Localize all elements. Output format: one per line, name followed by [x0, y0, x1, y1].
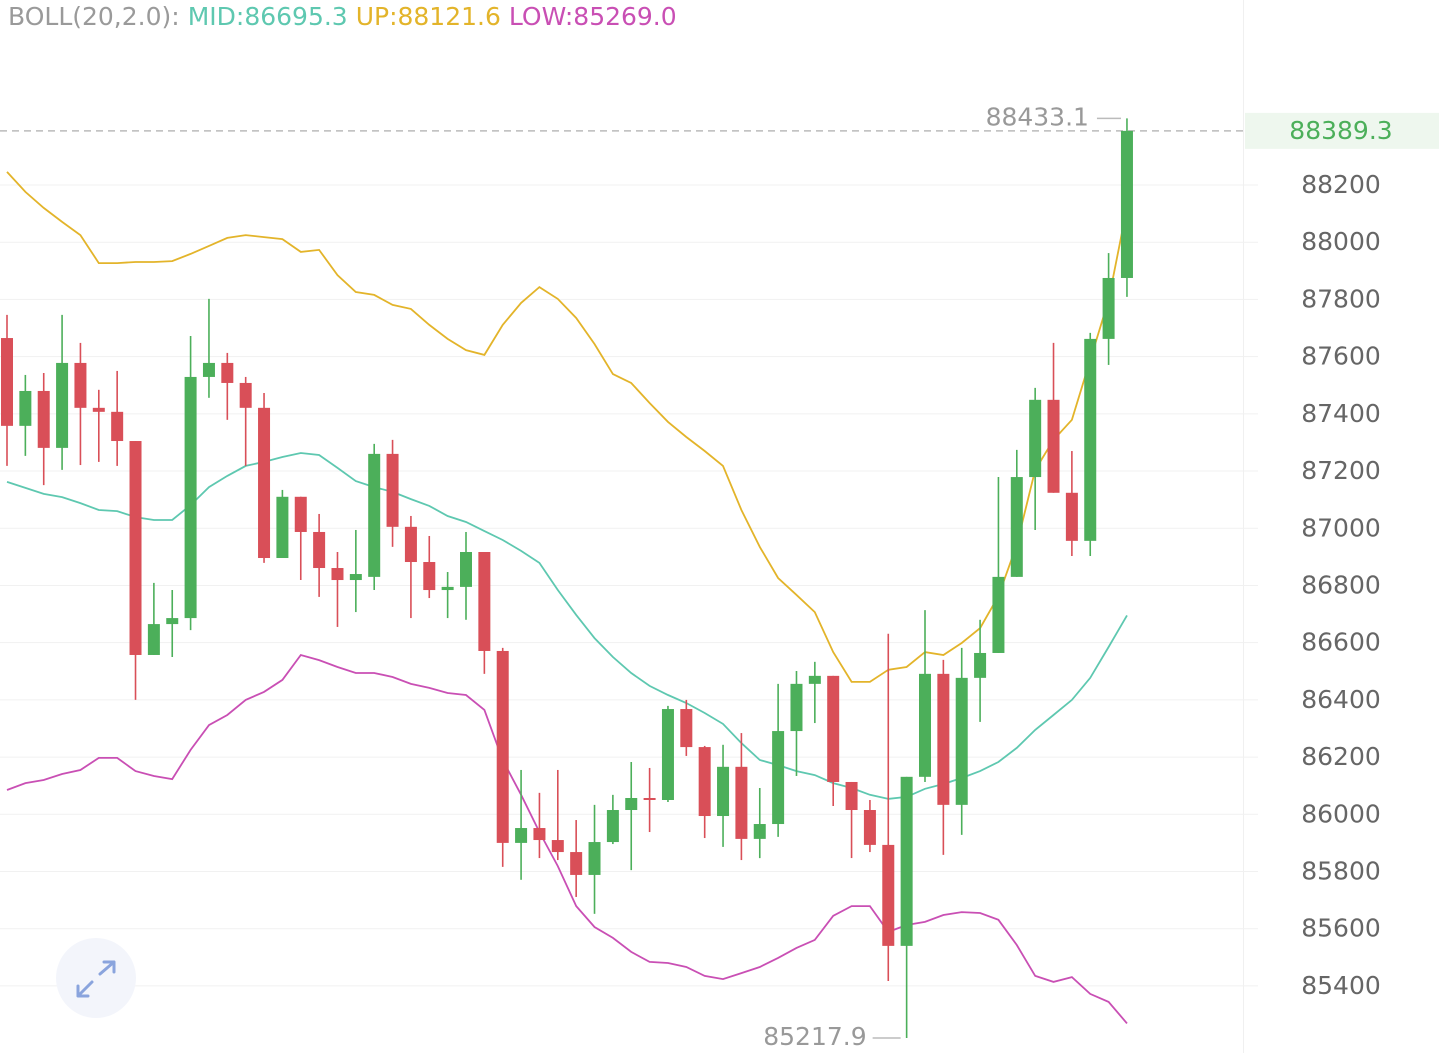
candle-body	[496, 650, 509, 843]
expand-button[interactable]	[56, 938, 136, 1018]
candle-body	[221, 362, 234, 383]
candle-body	[386, 453, 399, 527]
candle-body	[239, 382, 252, 408]
candle-body	[460, 552, 472, 587]
y-tick-label: 87400	[1301, 399, 1381, 428]
candle-body	[643, 797, 656, 800]
candle-body	[294, 496, 307, 532]
candle-body	[551, 840, 564, 853]
candle-body	[588, 842, 601, 875]
y-tick-label: 86800	[1301, 570, 1381, 599]
candle-body	[441, 586, 454, 591]
last-price-label: 88389.3	[1289, 116, 1392, 145]
y-tick-label: 85800	[1301, 857, 1381, 886]
candle-body	[570, 852, 583, 875]
legend-text: MID:86695.3	[188, 2, 348, 31]
candle-body	[772, 731, 785, 825]
candle-body	[974, 652, 987, 678]
candle-body	[92, 407, 105, 412]
candle-body	[882, 844, 895, 946]
candle-body	[478, 552, 491, 651]
candle-body	[56, 362, 69, 448]
expand-icon[interactable]	[76, 960, 116, 998]
y-tick-label: 87600	[1301, 342, 1381, 371]
high-marker-label: 88433.1	[986, 102, 1089, 131]
candle-body	[1029, 399, 1042, 478]
candle-body	[166, 618, 179, 625]
candle-body	[404, 526, 417, 563]
y-tick-label: 85400	[1301, 971, 1381, 1000]
candle-body	[258, 407, 271, 559]
candle-body	[698, 747, 711, 817]
candle-body	[1120, 130, 1133, 278]
y-tick-label: 85600	[1301, 914, 1381, 943]
candle-body	[1047, 399, 1060, 493]
candle-body	[331, 568, 344, 581]
legend-text: UP:88121.6	[356, 2, 501, 31]
candle-body	[790, 683, 803, 732]
candle-body	[19, 390, 32, 426]
candle-body	[625, 797, 638, 811]
y-tick-label: 86600	[1301, 628, 1381, 657]
candle-body	[845, 781, 858, 811]
candle-body	[717, 766, 730, 817]
candle-body	[184, 376, 197, 619]
candle-body	[955, 677, 968, 805]
candle-body	[1, 338, 13, 426]
candle-body	[937, 673, 950, 805]
candle-body	[919, 673, 931, 777]
boll-line	[6, 171, 1128, 683]
candle-body	[276, 496, 289, 559]
candle-body	[74, 362, 87, 408]
y-tick-label: 87200	[1301, 456, 1381, 485]
y-tick-label: 86000	[1301, 799, 1381, 828]
candle-body	[900, 776, 913, 946]
y-tick-label: 88200	[1301, 170, 1381, 199]
candle-body	[1065, 492, 1078, 541]
boll-line	[6, 653, 1128, 1024]
candle-body	[1084, 338, 1097, 541]
y-tick-label: 88000	[1301, 227, 1381, 256]
candle-body	[1102, 277, 1115, 339]
candle-body	[37, 390, 50, 448]
y-tick-label: 87800	[1301, 284, 1381, 313]
candle-body	[661, 709, 674, 800]
candle-body	[992, 576, 1005, 653]
candle-body	[680, 709, 693, 748]
candle-body	[111, 411, 124, 442]
candle-body	[147, 624, 160, 655]
candle-body	[827, 675, 840, 782]
y-tick-label: 87000	[1301, 513, 1381, 542]
candle-body	[313, 531, 326, 569]
legend-text: LOW:85269.0	[509, 2, 677, 31]
candle-body	[533, 828, 546, 841]
candle-body	[1010, 477, 1023, 577]
candle-body	[423, 562, 436, 591]
low-marker-label: 85217.9	[763, 1022, 866, 1051]
candle-body	[606, 810, 619, 843]
candle-body	[129, 441, 142, 655]
y-tick-label: 86400	[1301, 685, 1381, 714]
y-tick-label: 86200	[1301, 742, 1381, 771]
expand-bg[interactable]	[56, 938, 136, 1018]
candle-body	[202, 362, 215, 377]
candle-body	[349, 574, 362, 581]
candle-body	[753, 824, 766, 839]
candle-body	[368, 453, 381, 577]
candle-body	[735, 766, 748, 839]
candle-body	[808, 675, 821, 684]
last-price-tag	[1245, 112, 1439, 149]
axis-panel	[1243, 0, 1439, 1053]
candle-body	[515, 828, 528, 843]
legend-text: BOLL(20,2.0):	[8, 2, 180, 31]
legend: BOLL(20,2.0): MID:86695.3 UP:88121.6 LOW:85…	[8, 2, 677, 31]
candle-body	[863, 810, 876, 845]
